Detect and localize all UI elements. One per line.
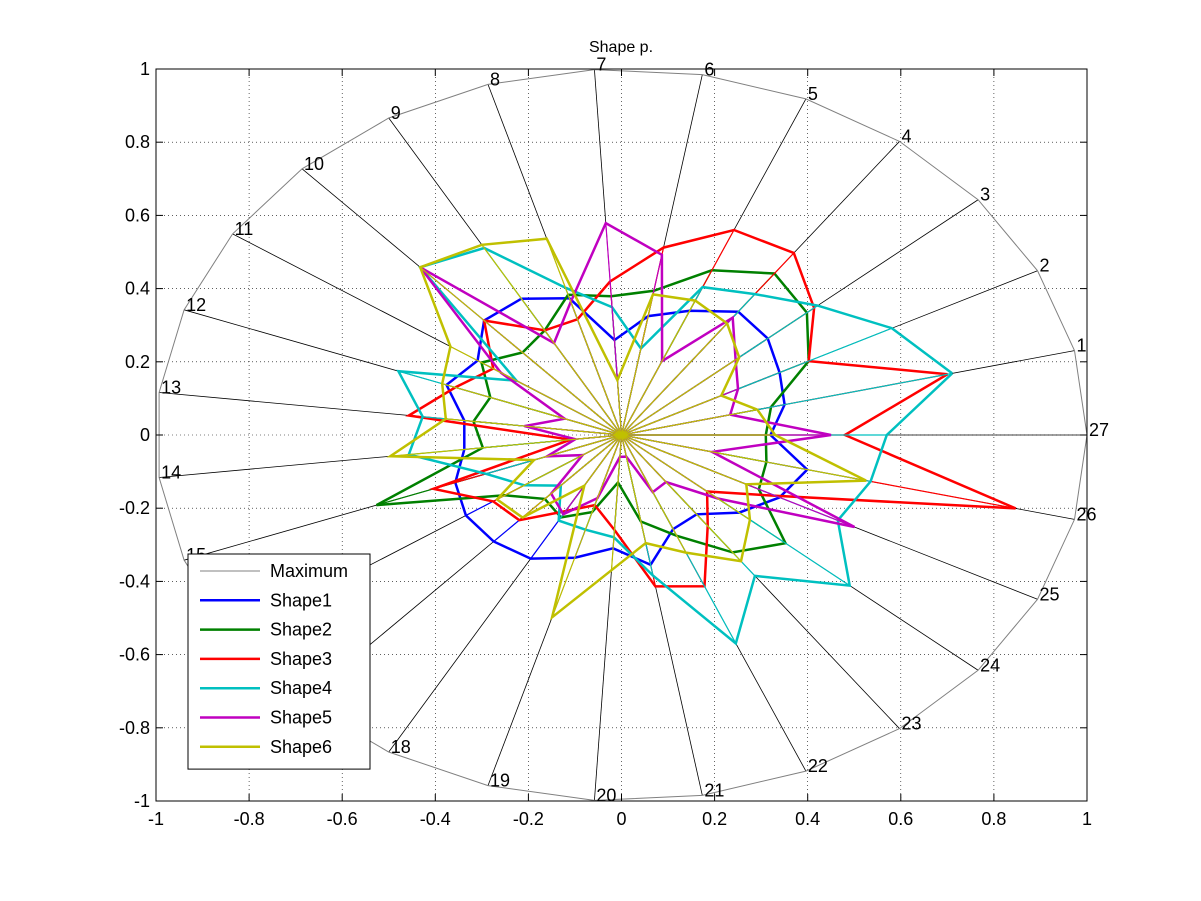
series-spoke-shape6 bbox=[620, 294, 654, 436]
spoke-label: 12 bbox=[186, 295, 206, 315]
x-tick-label: -0.4 bbox=[420, 809, 451, 829]
y-tick-label: 0 bbox=[140, 425, 150, 445]
series-spoke-shape6 bbox=[610, 434, 623, 571]
series-spoke-shape6 bbox=[621, 409, 758, 436]
spoke-label: 18 bbox=[391, 737, 411, 757]
legend: Maximum Shape1 Shape2 Shape3 Shape4 Shape5 Sha… bbox=[187, 553, 371, 770]
series-spoke-shape6 bbox=[419, 266, 622, 436]
spoke-label: 10 bbox=[304, 154, 324, 174]
series-line-shape5 bbox=[419, 221, 856, 529]
y-tick-label: -1 bbox=[134, 791, 150, 811]
legend-label: Shape5 bbox=[270, 708, 332, 728]
spoke-label: 1 bbox=[1076, 336, 1086, 356]
legend-label: Shape1 bbox=[270, 590, 332, 610]
spoke-label: 7 bbox=[596, 55, 606, 75]
legend-label: Shape4 bbox=[270, 678, 332, 698]
spoke-label: 8 bbox=[490, 69, 500, 89]
series-spoke-shape6 bbox=[533, 434, 622, 461]
series-spoke-shape6 bbox=[621, 434, 867, 482]
spoke-label: 4 bbox=[901, 126, 911, 146]
series-spoke-shape6 bbox=[445, 418, 622, 436]
series-spoke-shape6 bbox=[390, 434, 622, 457]
series-spoke-shape6 bbox=[583, 434, 622, 487]
chart-title: Shape p. bbox=[589, 39, 653, 56]
y-tick-label: 0.6 bbox=[125, 205, 150, 225]
series-spoke-shape6 bbox=[621, 356, 740, 436]
spoke-label: 6 bbox=[704, 60, 714, 80]
series-line-shape6 bbox=[386, 237, 867, 621]
series-line-shape2 bbox=[375, 269, 810, 554]
legend-label: Shape6 bbox=[270, 737, 332, 757]
series-spoke-shape6 bbox=[551, 434, 623, 618]
series-spoke-shape6 bbox=[621, 395, 722, 436]
x-tick-label: 0.8 bbox=[981, 809, 1006, 829]
series-spoke-shape6 bbox=[620, 434, 687, 553]
y-tick-label: 0.4 bbox=[125, 279, 150, 299]
spoke-label: 13 bbox=[161, 378, 181, 398]
x-tick-label: 0 bbox=[616, 809, 626, 829]
series-spoke-shape6 bbox=[621, 434, 747, 485]
legend-label: Shape2 bbox=[270, 620, 332, 640]
spoke-label: 2 bbox=[1039, 256, 1049, 276]
series-spoke-shape6 bbox=[621, 434, 751, 521]
y-tick-label: -0.6 bbox=[119, 645, 150, 665]
y-tick-label: -0.8 bbox=[119, 718, 150, 738]
series-spoke-shape6 bbox=[621, 323, 728, 436]
x-tick-label: -0.6 bbox=[327, 809, 358, 829]
series-spoke-shape6 bbox=[620, 300, 696, 436]
x-tick-label: -1 bbox=[148, 809, 164, 829]
spoke-label: 9 bbox=[391, 103, 401, 123]
series-spoke-shape6 bbox=[450, 345, 622, 436]
series-spoke-shape6 bbox=[496, 434, 622, 500]
y-tick-label: -0.4 bbox=[119, 571, 150, 591]
y-tick-label: 0.2 bbox=[125, 352, 150, 372]
spoke-label: 14 bbox=[161, 462, 181, 482]
spoke-label: 3 bbox=[980, 185, 990, 205]
x-tick-label: 1 bbox=[1082, 809, 1092, 829]
x-tick-label: 0.4 bbox=[795, 809, 820, 829]
spoke-label: 21 bbox=[704, 780, 724, 800]
series-spoke-shape6 bbox=[621, 434, 742, 562]
spoke-label: 22 bbox=[808, 756, 828, 776]
y-tick-label: 0.8 bbox=[125, 132, 150, 152]
legend-label: Shape3 bbox=[270, 649, 332, 669]
spoke-label: 26 bbox=[1076, 504, 1096, 524]
spoke-label: 25 bbox=[1039, 584, 1059, 604]
spoke-label: 27 bbox=[1089, 420, 1109, 440]
x-tick-label: 0.6 bbox=[888, 809, 913, 829]
spoke-label: 23 bbox=[901, 714, 921, 734]
spoke-label: 20 bbox=[596, 785, 616, 805]
spoke-label: 19 bbox=[490, 771, 510, 791]
y-tick-label: -0.2 bbox=[119, 498, 150, 518]
series-spoke-shape6 bbox=[481, 244, 622, 436]
series-line-shape3 bbox=[405, 228, 1017, 588]
maximum-ring bbox=[158, 69, 1088, 801]
spoke-label: 11 bbox=[235, 219, 254, 239]
legend-label: Maximum bbox=[270, 561, 348, 581]
series-spoke-shape6 bbox=[441, 383, 622, 436]
x-tick-label: -0.8 bbox=[234, 809, 265, 829]
spoke-label: 24 bbox=[980, 655, 1000, 675]
spoke-label: 5 bbox=[808, 84, 818, 104]
series-spoke-shape6 bbox=[620, 434, 647, 544]
x-tick-label: 0.2 bbox=[702, 809, 727, 829]
series-line-shape4 bbox=[396, 246, 954, 646]
y-tick-label: 1 bbox=[140, 59, 150, 79]
legend-box bbox=[187, 553, 371, 770]
series-spoke-shape6 bbox=[522, 434, 622, 518]
series-spoke-shape6 bbox=[546, 238, 623, 436]
x-tick-label: -0.2 bbox=[513, 809, 544, 829]
series-spoke-shape6 bbox=[616, 380, 623, 436]
